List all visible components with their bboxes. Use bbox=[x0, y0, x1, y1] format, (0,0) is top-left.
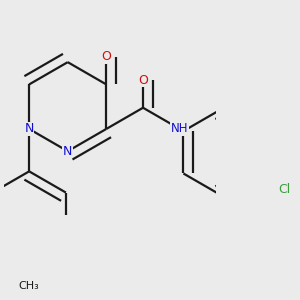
Text: O: O bbox=[138, 74, 148, 87]
Text: NH: NH bbox=[171, 122, 188, 136]
Text: O: O bbox=[101, 50, 111, 63]
Text: N: N bbox=[25, 122, 34, 136]
Text: CH₃: CH₃ bbox=[19, 281, 40, 291]
Text: Cl: Cl bbox=[278, 183, 291, 196]
Text: N: N bbox=[63, 145, 72, 158]
